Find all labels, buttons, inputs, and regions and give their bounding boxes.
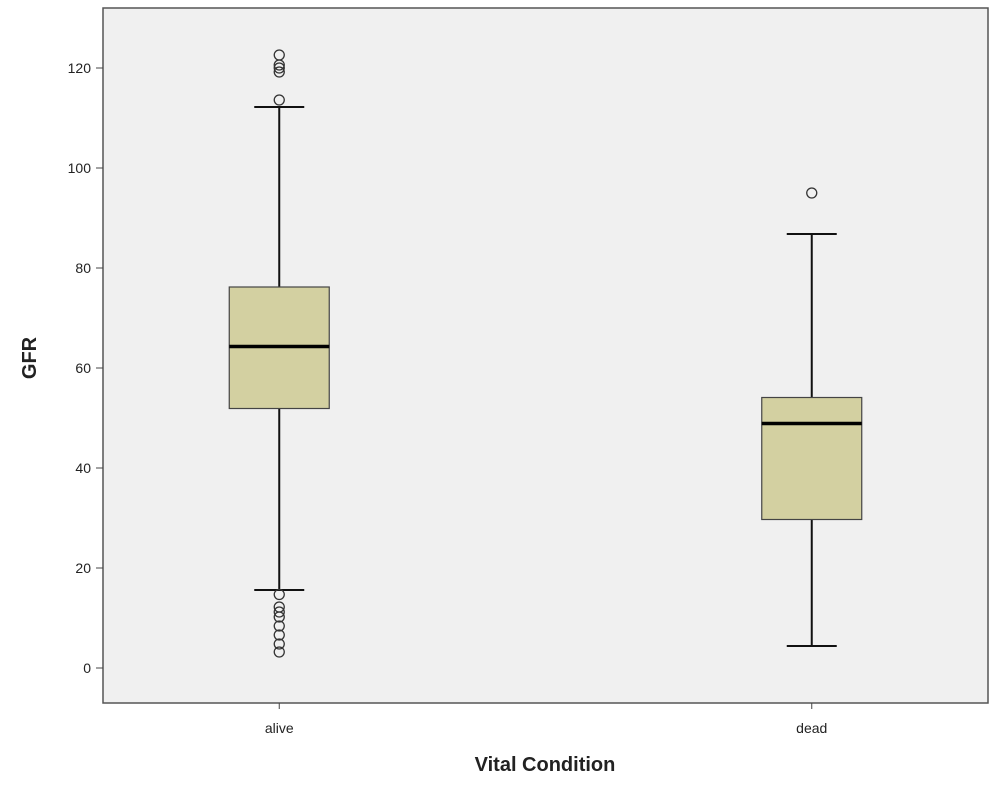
y-tick-label: 100 (68, 160, 92, 176)
outlier (273, 620, 285, 632)
outlier (273, 611, 285, 623)
y-tick-label: 40 (75, 460, 91, 476)
outlier (273, 59, 285, 71)
y-tick-label: 120 (68, 60, 92, 76)
y-axis-title: GFR (19, 336, 41, 379)
outlier (273, 629, 285, 641)
y-tick-label: 0 (83, 660, 91, 676)
x-tick-label: alive (265, 720, 294, 736)
outlier (273, 638, 285, 650)
outlier (273, 646, 285, 658)
outlier (806, 187, 818, 199)
outlier (273, 606, 285, 618)
x-axis-title: Vital Condition (475, 754, 616, 776)
x-tick-label: dead (796, 720, 827, 736)
box (761, 396, 863, 521)
y-tick-label: 60 (75, 360, 91, 376)
y-tick-label: 20 (75, 560, 91, 576)
outlier (273, 66, 285, 78)
outlier (273, 94, 285, 106)
y-tick-label: 80 (75, 260, 91, 276)
outlier (273, 588, 285, 601)
outlier (273, 62, 285, 74)
